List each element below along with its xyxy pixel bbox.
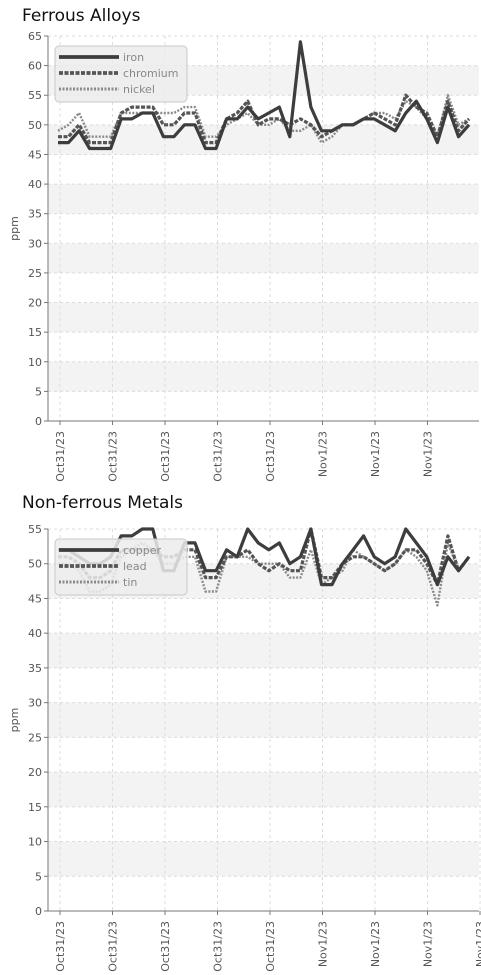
x-axis-tick-labels: Oct31/23 Oct31/23 Oct31/23 Oct31/23 Oct31/23… bbox=[54, 921, 481, 972]
y-tick-label: 15 bbox=[28, 326, 42, 339]
plot-band bbox=[48, 184, 479, 214]
plot-band bbox=[48, 633, 479, 668]
y-tick-label: 55 bbox=[28, 89, 42, 102]
y-tick-label: 50 bbox=[28, 558, 42, 571]
x-tick-label: Nov1/23 bbox=[422, 921, 435, 967]
x-tick-label: Nov1/23 bbox=[317, 431, 330, 477]
y-tick-label: 25 bbox=[28, 267, 42, 280]
x-tick-label: Oct31/23 bbox=[212, 921, 225, 972]
legend-label-nickel: nickel bbox=[123, 83, 155, 96]
y-axis-tick-labels: 0 5 10 15 20 25 30 35 40 45 50 55 60 65 bbox=[28, 30, 42, 428]
legend: iron chromium nickel bbox=[54, 45, 188, 103]
series-line-lead bbox=[58, 527, 471, 587]
y-tick-label: 65 bbox=[28, 30, 42, 43]
x-axis-tick-labels: Oct31/23 Oct31/23 Oct31/23 Oct31/23 Oct31/23… bbox=[54, 431, 435, 482]
chart-title: Non-ferrous Metals bbox=[22, 493, 184, 513]
gridlines bbox=[44, 528, 481, 915]
series-lines bbox=[57, 40, 471, 151]
chart-panel-nonferrous: Non-ferrous Metals 0 5 10 15 20 25 30 35 40 45 50 5… bbox=[0, 487, 481, 975]
y-tick-label: 60 bbox=[28, 60, 42, 73]
y-tick-label: 0 bbox=[35, 415, 42, 428]
x-tick-label: Nov1/23 bbox=[317, 921, 330, 967]
y-tick-label: 10 bbox=[28, 356, 42, 369]
y-tick-label: 45 bbox=[28, 148, 42, 161]
y-tick-label: 5 bbox=[35, 870, 42, 883]
plot-band bbox=[48, 702, 479, 738]
y-tick-label: 55 bbox=[28, 523, 42, 536]
y-tick-label: 25 bbox=[28, 731, 42, 744]
legend-box bbox=[54, 538, 188, 596]
legend-label-lead: lead bbox=[123, 560, 147, 573]
y-tick-label: 20 bbox=[28, 766, 42, 779]
gridlines bbox=[44, 35, 479, 425]
y-tick-label: 50 bbox=[28, 119, 42, 132]
x-tick-label: Oct31/23 bbox=[264, 921, 277, 972]
x-tick-label: Oct31/23 bbox=[159, 921, 172, 972]
y-tick-label: 15 bbox=[28, 801, 42, 814]
series-line-copper bbox=[58, 527, 471, 587]
y-axis-tick-labels: 0 5 10 15 20 25 30 35 40 45 50 55 bbox=[28, 523, 42, 918]
legend-label-tin: tin bbox=[123, 576, 137, 589]
x-tick-label: Oct31/23 bbox=[107, 921, 120, 972]
y-axis-label: ppm bbox=[8, 216, 21, 241]
plot-band bbox=[48, 302, 479, 333]
y-tick-label: 5 bbox=[35, 385, 42, 398]
plot-band bbox=[48, 841, 479, 877]
legend-label-chromium: chromium bbox=[123, 67, 179, 80]
y-tick-label: 40 bbox=[28, 627, 42, 640]
series-line-chromium bbox=[58, 93, 471, 145]
x-tick-label: Oct31/23 bbox=[264, 431, 277, 482]
x-tick-label: Oct31/23 bbox=[54, 921, 67, 972]
plot-bands bbox=[48, 563, 479, 877]
x-tick-label: Nov1/23 bbox=[369, 921, 382, 967]
x-tick-label: Nov1/23 bbox=[474, 921, 481, 967]
plot-band bbox=[48, 772, 479, 807]
x-tick-label: Oct31/23 bbox=[159, 431, 172, 482]
y-tick-label: 35 bbox=[28, 662, 42, 675]
y-tick-label: 20 bbox=[28, 297, 42, 310]
x-tick-label: Oct31/23 bbox=[107, 431, 120, 482]
y-tick-label: 40 bbox=[28, 178, 42, 191]
plot-band bbox=[48, 124, 479, 155]
plot-band bbox=[48, 361, 479, 392]
legend: copper lead tin bbox=[54, 538, 188, 596]
chart-panel-ferrous: Ferrous Alloys 0 5 10 15 20 25 30 35 40 45 50 55 60 6… bbox=[0, 0, 481, 487]
y-tick-label: 35 bbox=[28, 208, 42, 221]
chart-title: Ferrous Alloys bbox=[22, 6, 141, 26]
y-tick-label: 30 bbox=[28, 237, 42, 250]
y-tick-label: 10 bbox=[28, 836, 42, 849]
plot-band bbox=[48, 243, 479, 273]
y-tick-label: 30 bbox=[28, 697, 42, 710]
x-tick-label: Nov1/23 bbox=[369, 431, 382, 477]
y-tick-label: 0 bbox=[35, 905, 42, 918]
legend-label-iron: iron bbox=[123, 51, 144, 64]
x-tick-label: Nov1/23 bbox=[422, 431, 435, 477]
series-line-iron bbox=[58, 40, 471, 151]
legend-label-copper: copper bbox=[123, 544, 162, 557]
y-axis-label: ppm bbox=[8, 708, 21, 733]
y-tick-label: 45 bbox=[28, 592, 42, 605]
x-tick-label: Oct31/23 bbox=[54, 431, 67, 482]
x-tick-label: Oct31/23 bbox=[212, 431, 225, 482]
